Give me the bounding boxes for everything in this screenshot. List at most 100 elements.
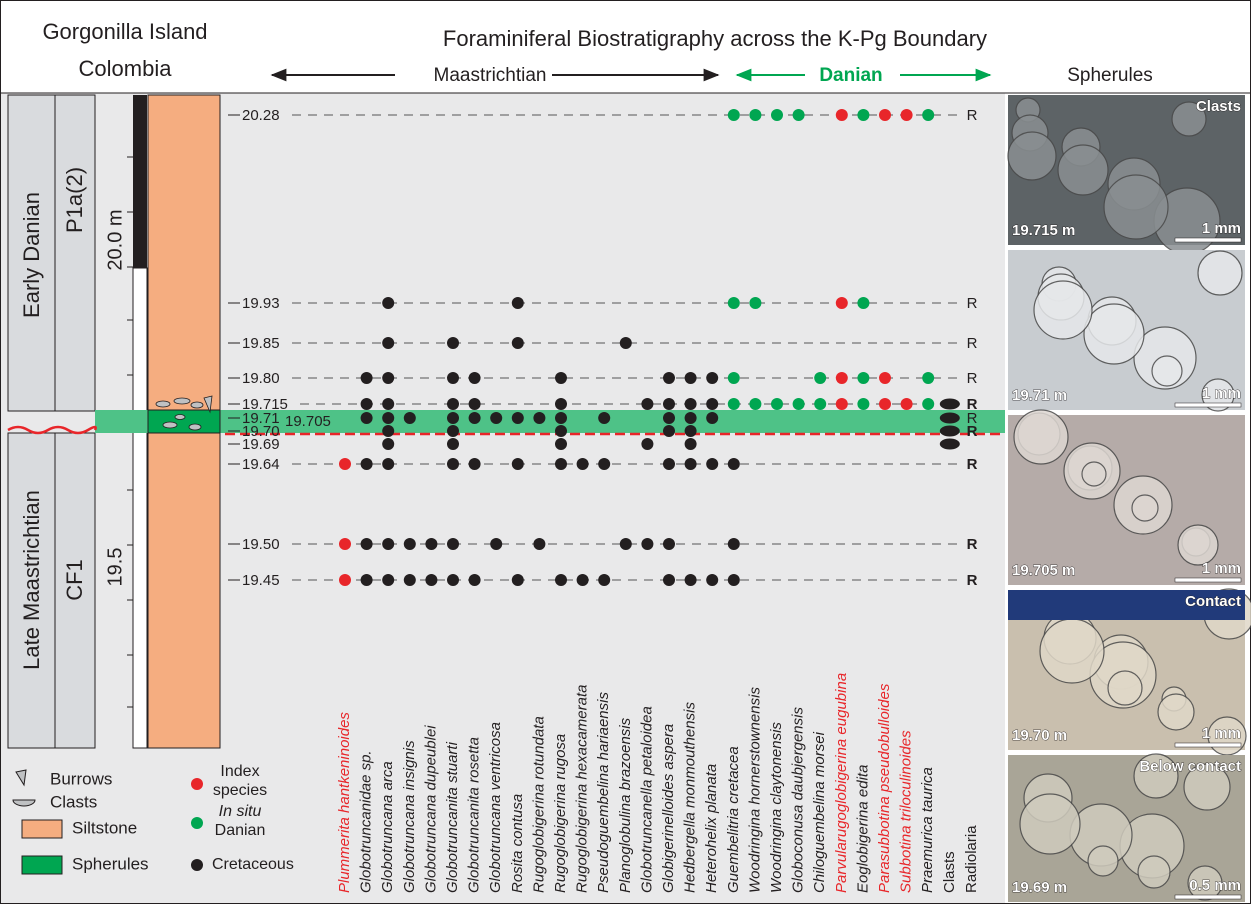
- legend-icon: [191, 859, 203, 871]
- occurrence-dot: [663, 538, 675, 550]
- occurrence-dot: [836, 372, 848, 384]
- photo-depth: 19.715 m: [1012, 222, 1075, 239]
- occurrence-dot: [728, 297, 740, 309]
- figure: Gorgonilla Island Colombia Foraminiferal…: [0, 0, 1251, 904]
- species-label: Praemurica taurica: [919, 767, 936, 893]
- occurrence-dot: [728, 398, 740, 410]
- occurrence-dot: [469, 398, 481, 410]
- occurrence-dot: [857, 398, 869, 410]
- occurrence-dot: [793, 398, 805, 410]
- stage-label: Danian: [819, 65, 882, 86]
- photo-texture: [1084, 304, 1144, 364]
- radiolaria-label: R: [967, 335, 978, 352]
- occurrence-dot: [663, 425, 675, 437]
- species-label: Hedbergella monmouthensis: [682, 702, 699, 893]
- occurrence-dot: [685, 412, 697, 424]
- photo-texture: [1138, 856, 1170, 888]
- occurrence-dot: [749, 398, 761, 410]
- species-label: Parvularugoglobigerina eugubina: [833, 673, 850, 893]
- legend-label: species: [213, 782, 267, 799]
- occurrence-dot: [382, 412, 394, 424]
- occurrence-dot: [706, 372, 718, 384]
- occurrence-dot: [382, 337, 394, 349]
- species-label: Globigerinelloides aspera: [660, 724, 677, 893]
- occurrence-dot: [663, 458, 675, 470]
- occurrence-dot: [469, 412, 481, 424]
- occurrence-dot: [598, 574, 610, 586]
- species-label: Rosita contusa: [509, 794, 526, 893]
- occurrence-dot: [706, 412, 718, 424]
- occurrence-dot: [857, 372, 869, 384]
- occurrence-dot: [555, 438, 567, 450]
- occurrence-dot: [447, 425, 459, 437]
- occurrence-dot: [382, 438, 394, 450]
- stage-label: Early Danian: [19, 192, 44, 318]
- legend-label: Danian: [215, 822, 266, 839]
- occurrence-dot: [382, 538, 394, 550]
- occurrence-dot: [512, 412, 524, 424]
- species-label: Globoconusa daubjergensis: [790, 707, 807, 893]
- photo-texture: [1034, 281, 1092, 339]
- clast-mark: [940, 399, 960, 410]
- location: Colombia: [79, 56, 173, 81]
- occurrence-dot: [663, 574, 675, 586]
- occurrence-dot: [641, 538, 653, 550]
- occurrence-dot: [685, 438, 697, 450]
- occurrence-dot: [382, 425, 394, 437]
- species-label: Heterohelix planata: [703, 764, 720, 893]
- legend-icon: [22, 820, 62, 838]
- clast-mark: [940, 413, 960, 424]
- radiolaria-label: R: [967, 572, 978, 589]
- occurrence-dot: [512, 458, 524, 470]
- legend-label: Spherules: [72, 854, 149, 873]
- clast-mark: [940, 426, 960, 437]
- occurrence-dot: [469, 372, 481, 384]
- species-label: Subbotina triloculinoides: [898, 730, 915, 893]
- occurrence-dot: [771, 398, 783, 410]
- legend-label: Index: [220, 763, 259, 780]
- occurrence-dot: [663, 372, 675, 384]
- species-label: Radiolaria: [963, 825, 980, 893]
- scale-bar: [1175, 403, 1241, 407]
- depth-label: 19.64: [242, 456, 280, 473]
- band-depth-label: 19.705: [285, 413, 331, 430]
- occurrence-dot: [361, 398, 373, 410]
- photo-depth: 19.705 m: [1012, 562, 1075, 579]
- occurrence-dot: [706, 398, 718, 410]
- photo-texture: [1108, 671, 1142, 705]
- occurrence-dot: [728, 372, 740, 384]
- occurrence-dot: [685, 458, 697, 470]
- occurrence-dot: [533, 538, 545, 550]
- occurrence-dot: [339, 458, 351, 470]
- occurrence-dot: [922, 398, 934, 410]
- occurrence-dot: [361, 574, 373, 586]
- occurrence-dot: [706, 458, 718, 470]
- occurrence-dot: [361, 458, 373, 470]
- occurrence-dot: [555, 458, 567, 470]
- species-label: Globotruncana arca: [379, 761, 396, 893]
- species-label: Guembelitria cretacea: [725, 746, 742, 893]
- legend-label: Siltstone: [72, 818, 137, 837]
- occurrence-dot: [447, 337, 459, 349]
- occurrence-dot: [749, 297, 761, 309]
- occurrence-dot: [447, 538, 459, 550]
- occurrence-dot: [641, 438, 653, 450]
- photo-scale: 0.5 mm: [1189, 877, 1241, 894]
- occurrence-dot: [512, 574, 524, 586]
- radiolaria-label: R: [967, 295, 978, 312]
- occurrence-dot: [814, 398, 826, 410]
- scale-bar: [1175, 743, 1241, 747]
- spherule-band: [95, 410, 1005, 433]
- species-label: Globotruncana ventricosa: [487, 722, 504, 893]
- stage-label: Late Maastrichtian: [19, 490, 44, 670]
- occurrence-dot: [706, 574, 718, 586]
- occurrence-dot: [728, 458, 740, 470]
- occurrence-dot: [598, 458, 610, 470]
- occurrence-dot: [685, 425, 697, 437]
- occurrence-dot: [447, 398, 459, 410]
- occurrence-dot: [447, 574, 459, 586]
- photo-tag: Contact: [1185, 593, 1241, 610]
- species-label: Rugoglobigerina rugosa: [552, 734, 569, 893]
- occurrence-dot: [490, 538, 502, 550]
- occurrence-dot: [447, 412, 459, 424]
